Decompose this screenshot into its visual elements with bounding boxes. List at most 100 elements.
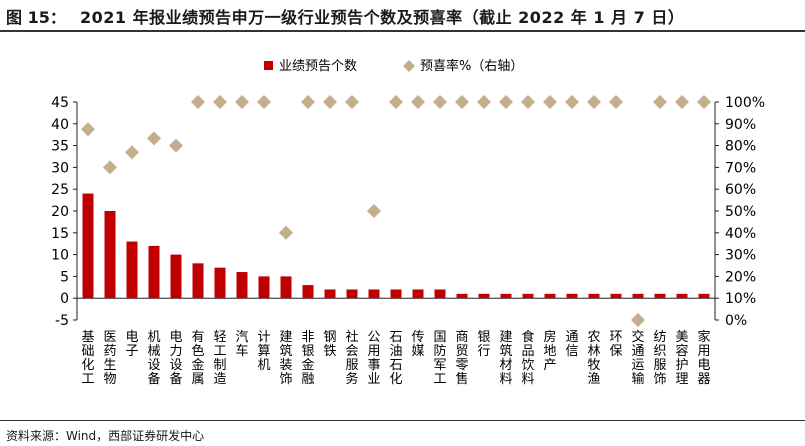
rate-point	[81, 122, 95, 137]
x-tick-label: 环保	[609, 330, 622, 359]
x-tick-label: 轻工制造	[213, 330, 226, 387]
legend-marker-label: 预喜率%（右轴）	[420, 58, 523, 74]
rate-point	[301, 95, 315, 109]
bar	[280, 276, 292, 299]
rate-point	[169, 138, 183, 153]
x-tick-label: 房地产	[543, 329, 556, 373]
x-tick-label: 美容护理	[675, 330, 688, 387]
rate-point	[565, 95, 579, 109]
rate-point	[697, 95, 711, 109]
rate-point	[323, 95, 337, 109]
right-tick-label: 20%	[725, 269, 756, 285]
rate-point	[433, 95, 447, 109]
bar	[258, 276, 270, 299]
bar	[544, 293, 556, 299]
x-tick-label: 农林牧渔	[587, 330, 600, 387]
left-tick-label: 0	[60, 291, 69, 307]
bar	[214, 267, 226, 299]
rate-point	[125, 145, 139, 160]
bar	[170, 254, 182, 299]
bar	[390, 289, 402, 299]
bar	[148, 245, 160, 299]
right-tick-label: 80%	[725, 139, 756, 155]
left-tick-label: -5	[55, 313, 69, 329]
rate-point	[213, 95, 227, 109]
rate-point	[653, 95, 667, 109]
left-tick-label: 10	[51, 248, 69, 264]
rate-point	[587, 95, 601, 109]
x-tick-label: 石油石化	[389, 330, 402, 387]
left-tick-label: 35	[51, 139, 69, 155]
bar	[434, 289, 446, 299]
x-tick-label: 银行	[477, 330, 490, 359]
right-tick-label: 60%	[725, 182, 756, 198]
right-tick-label: 50%	[725, 204, 756, 220]
bar	[698, 293, 710, 299]
legend-bar-swatch	[264, 61, 273, 70]
rate-point	[235, 95, 249, 109]
x-tick-label: 基础化工	[81, 330, 94, 387]
right-tick-label: 10%	[725, 291, 756, 307]
left-tick-label: 5	[60, 269, 69, 285]
rate-point	[389, 95, 403, 109]
bar	[478, 293, 490, 299]
x-tick-label: 有色金属	[191, 330, 204, 387]
bar	[566, 293, 578, 299]
x-tick-label: 汽车	[235, 330, 248, 359]
left-tick-label: 15	[51, 226, 69, 242]
bar	[302, 285, 314, 299]
x-tick-label: 传媒	[411, 330, 424, 359]
bar	[588, 293, 600, 299]
x-tick-label: 建筑材料	[499, 330, 512, 387]
x-tick-label: 社会服务	[345, 329, 358, 387]
rate-point	[191, 95, 205, 109]
bar	[500, 293, 512, 299]
rate-point	[367, 204, 381, 218]
rate-point	[257, 95, 271, 109]
figure-label: 图 15：	[6, 8, 66, 27]
bar	[654, 293, 666, 299]
bar	[82, 193, 94, 299]
rate-point	[411, 95, 425, 109]
rate-point	[543, 95, 557, 109]
x-tick-label: 纺织服饰	[653, 330, 666, 387]
bar	[192, 263, 204, 299]
x-tick-label: 商贸零售	[455, 330, 468, 387]
combo-chart: 业绩预告个数 预喜率%（右轴） -5 0 5 10 15 20 25 30 35 40 45 0% 10% 2…	[51, 58, 765, 387]
rate-point	[675, 95, 689, 109]
bar	[236, 272, 248, 299]
bar	[676, 293, 688, 299]
rate-point	[521, 95, 535, 109]
rate-point	[477, 95, 491, 109]
bar	[324, 289, 336, 299]
rate-point	[455, 95, 469, 109]
left-tick-label: 30	[51, 160, 69, 176]
x-tick-label: 计算机	[257, 330, 270, 373]
right-tick-label: 30%	[725, 248, 756, 264]
x-tick-label: 钢铁	[323, 330, 336, 359]
source-note: 资料来源：Wind，西部证券研发中心	[6, 429, 205, 443]
left-tick-label: 25	[51, 182, 69, 198]
right-tick-label: 70%	[725, 160, 756, 176]
right-tick-label: 90%	[725, 117, 756, 133]
rate-point	[345, 95, 359, 109]
x-tick-label: 通信	[565, 330, 578, 359]
x-tick-label: 电力设备	[169, 330, 182, 387]
rate-point	[147, 131, 161, 146]
legend-marker-swatch	[403, 60, 415, 72]
x-tick-label: 电子	[125, 330, 138, 359]
x-tick-label: 公用事业	[367, 330, 380, 387]
rate-point	[103, 160, 117, 175]
source-bar: 资料来源：Wind，西部证券研发中心	[0, 420, 805, 446]
left-tick-label: 20	[51, 204, 69, 220]
bar	[522, 293, 534, 299]
figure-title-bar: 图 15： 2021 年报业绩预告申万一级行业预告个数及预喜率（截止 2022 …	[0, 0, 805, 32]
bar	[610, 293, 622, 299]
bar	[346, 289, 358, 299]
rate-point	[609, 95, 623, 109]
x-tick-label: 交通运输	[631, 329, 644, 387]
bar	[412, 289, 424, 299]
x-tick-label: 国防军工	[433, 330, 446, 387]
left-tick-label: 45	[51, 95, 69, 111]
bar	[104, 211, 116, 299]
